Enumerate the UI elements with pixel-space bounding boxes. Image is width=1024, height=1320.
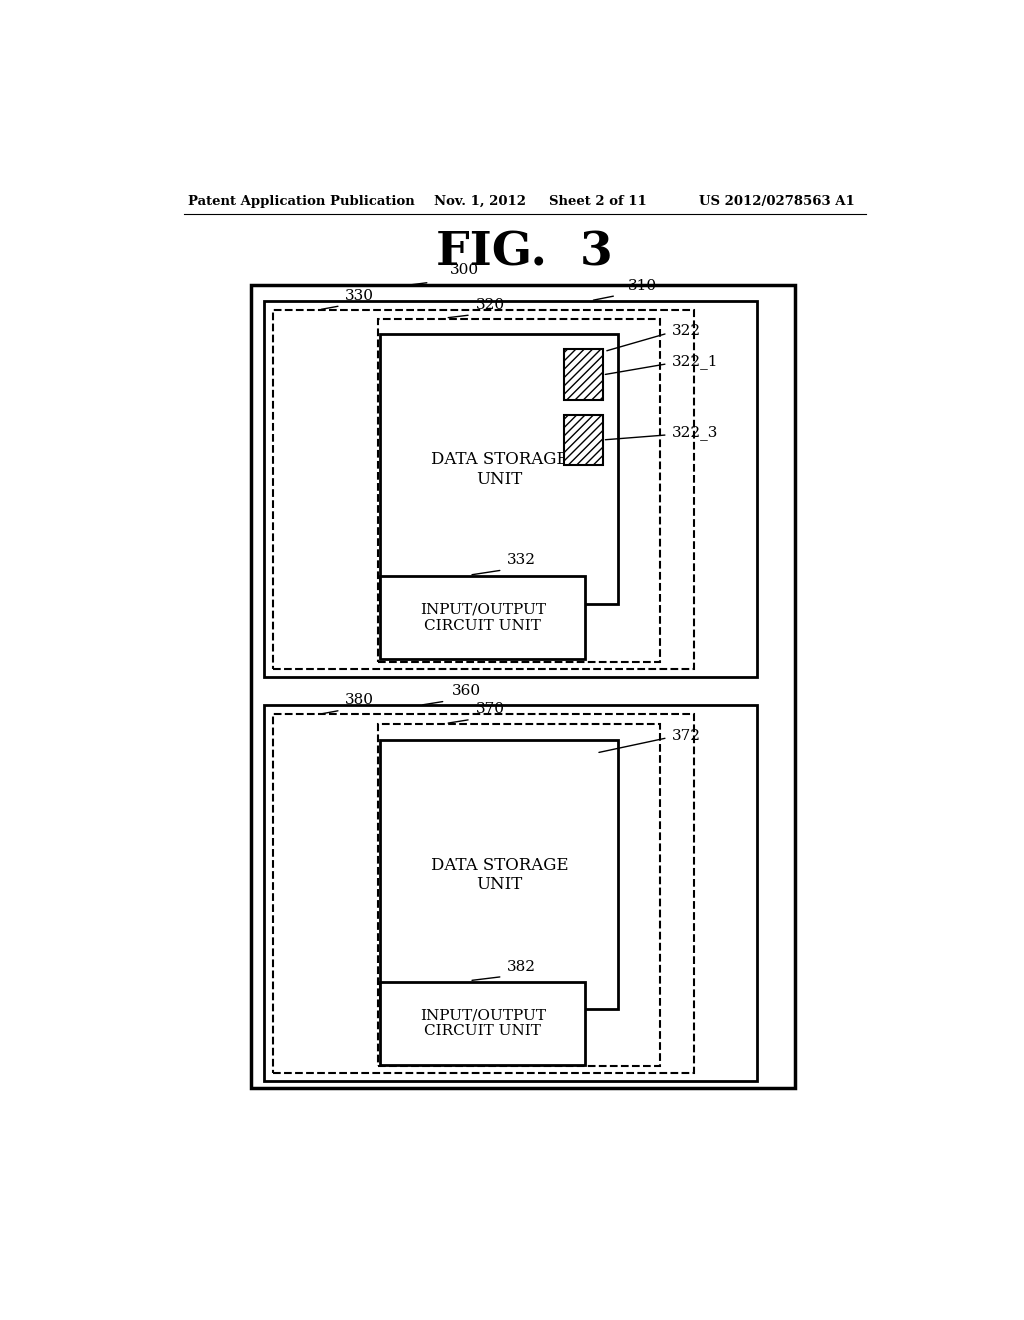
Bar bbox=[378, 319, 659, 661]
Text: 322: 322 bbox=[672, 325, 700, 338]
Bar bbox=[380, 739, 618, 1008]
Text: 322_1: 322_1 bbox=[672, 354, 718, 370]
Text: 382: 382 bbox=[507, 960, 537, 974]
Text: DATA STORAGE
UNIT: DATA STORAGE UNIT bbox=[431, 857, 568, 894]
Bar bbox=[273, 714, 694, 1073]
Text: INPUT/OUTPUT
CIRCUIT UNIT: INPUT/OUTPUT CIRCUIT UNIT bbox=[420, 603, 546, 632]
Bar bbox=[380, 334, 618, 603]
Bar bbox=[378, 723, 659, 1067]
Bar bbox=[264, 705, 757, 1081]
Text: 372: 372 bbox=[672, 729, 700, 743]
Text: 300: 300 bbox=[450, 263, 478, 277]
Text: Patent Application Publication: Patent Application Publication bbox=[187, 195, 415, 209]
Text: DATA STORAGE
UNIT: DATA STORAGE UNIT bbox=[431, 451, 568, 487]
Text: 330: 330 bbox=[345, 289, 374, 302]
Text: US 2012/0278563 A1: US 2012/0278563 A1 bbox=[699, 195, 855, 209]
Bar bbox=[264, 301, 757, 677]
Text: 320: 320 bbox=[475, 298, 505, 312]
Bar bbox=[380, 576, 585, 660]
Text: 332: 332 bbox=[507, 553, 537, 568]
Bar bbox=[564, 414, 602, 466]
Text: 370: 370 bbox=[475, 702, 505, 717]
Text: Nov. 1, 2012: Nov. 1, 2012 bbox=[433, 195, 525, 209]
Text: INPUT/OUTPUT
CIRCUIT UNIT: INPUT/OUTPUT CIRCUIT UNIT bbox=[420, 1008, 546, 1039]
Text: 322_3: 322_3 bbox=[672, 425, 718, 441]
Text: 310: 310 bbox=[628, 279, 657, 293]
Text: 360: 360 bbox=[452, 684, 481, 698]
Text: FIG.  3: FIG. 3 bbox=[436, 230, 613, 276]
Text: Sheet 2 of 11: Sheet 2 of 11 bbox=[549, 195, 646, 209]
Bar bbox=[273, 310, 694, 669]
Bar bbox=[251, 285, 795, 1089]
Bar bbox=[380, 982, 585, 1065]
Bar bbox=[564, 350, 602, 400]
Text: 380: 380 bbox=[345, 693, 374, 708]
